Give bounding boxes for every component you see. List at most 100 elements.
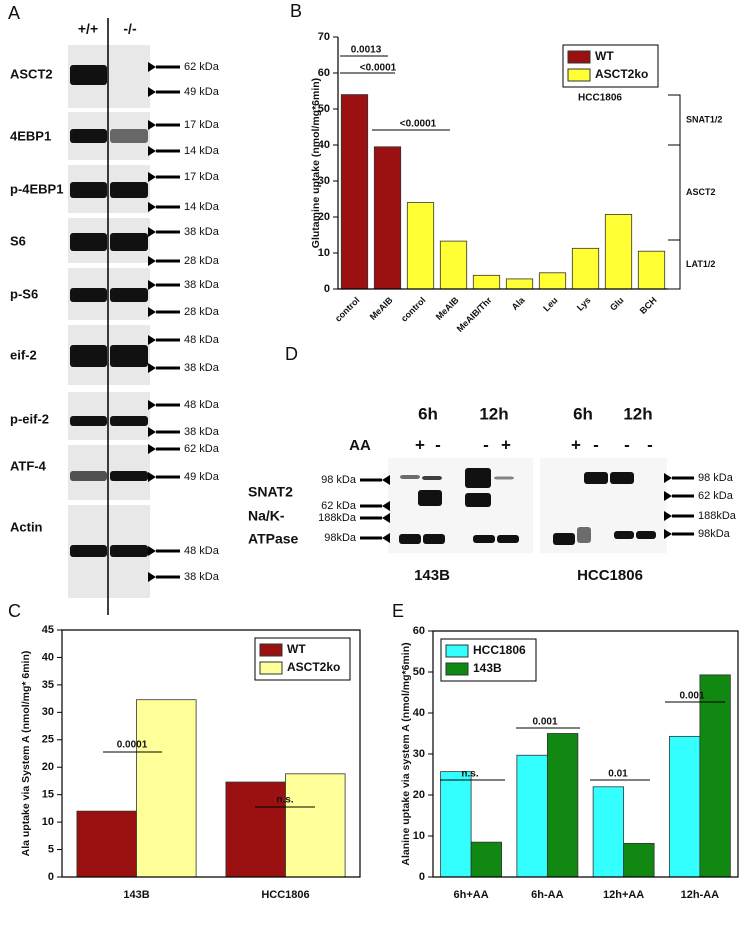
- bar: [668, 735, 701, 878]
- marker-label: 98kDa: [698, 528, 731, 540]
- arrow-head: [382, 533, 390, 543]
- aa-sign: -: [624, 435, 630, 454]
- y-tick-label: 0: [48, 871, 54, 883]
- marker-label: 14 kDa: [184, 201, 220, 213]
- bar: [592, 786, 625, 878]
- bar: [571, 247, 600, 290]
- arrow-head: [148, 335, 156, 345]
- arrow-head: [664, 511, 672, 521]
- bar: [440, 771, 472, 878]
- aa-sign: -: [647, 435, 653, 454]
- marker-label: 38 kDa: [184, 426, 220, 438]
- band: [110, 182, 148, 198]
- band: [110, 233, 148, 251]
- band: [577, 527, 591, 543]
- legend-label: HCC1806: [473, 643, 526, 657]
- marker-label: 98kDa: [324, 532, 357, 544]
- arrow-head: [148, 227, 156, 237]
- arrow-head: [664, 473, 672, 483]
- row-label: ASCT2: [10, 66, 53, 81]
- y-tick-label: 15: [42, 789, 54, 801]
- band: [422, 476, 442, 480]
- x-tick-label: Glu: [608, 295, 626, 313]
- y-axis-label: Ala uptake via System A (nmol/mg* 6min): [20, 651, 32, 857]
- arrow-head: [382, 513, 390, 523]
- annotation: 0.01: [608, 769, 628, 780]
- panel-letter: E: [392, 601, 404, 621]
- marker-label: 188kDa: [318, 512, 357, 524]
- band: [610, 472, 634, 484]
- y-tick-label: 45: [42, 624, 54, 636]
- axes: [337, 37, 668, 290]
- x-tick-label: MeAIB/Thr: [455, 295, 494, 334]
- y-tick-label: 10: [413, 830, 425, 842]
- y-tick-label: 60: [318, 67, 330, 79]
- annotation: n.s.: [276, 795, 293, 806]
- marker-label: 188kDa: [698, 510, 737, 522]
- side-bracket: [668, 144, 681, 241]
- row-label: Na/K-: [248, 508, 285, 524]
- legend-label: ASCT2ko: [287, 660, 340, 674]
- panel-letter: D: [285, 344, 298, 364]
- x-tick-label: control: [333, 295, 362, 324]
- marker-label: 48 kDa: [184, 399, 220, 411]
- legend-swatch: [445, 662, 469, 676]
- band: [110, 288, 148, 302]
- x-tick-label: Leu: [541, 295, 559, 313]
- marker-label: 98 kDa: [698, 472, 734, 484]
- y-tick-label: 20: [318, 211, 330, 223]
- y-tick-label: 30: [42, 706, 54, 718]
- time-label: 12h: [479, 404, 508, 423]
- arrow-head: [148, 87, 156, 97]
- x-tick-label: 12h-AA: [681, 889, 720, 901]
- marker-label: 14 kDa: [184, 145, 220, 157]
- band: [110, 471, 148, 481]
- aa-sign: +: [501, 435, 511, 454]
- marker-label: 49 kDa: [184, 471, 220, 483]
- band: [473, 535, 495, 543]
- marker-label: 38 kDa: [184, 279, 220, 291]
- marker-label: 38 kDa: [184, 362, 220, 374]
- band: [70, 345, 107, 367]
- band: [465, 468, 491, 488]
- arrow-head: [382, 475, 390, 485]
- row-label: SNAT2: [248, 484, 293, 500]
- band: [400, 475, 420, 479]
- band: [70, 288, 107, 302]
- marker-label: 17 kDa: [184, 171, 220, 183]
- y-tick-label: 35: [42, 679, 54, 691]
- band: [70, 182, 107, 198]
- annotation: <0.0001: [360, 63, 397, 74]
- band: [70, 471, 107, 481]
- axes: [432, 630, 739, 878]
- arrow-head: [148, 472, 156, 482]
- y-tick-label: 60: [413, 625, 425, 637]
- band: [636, 531, 656, 539]
- band: [70, 545, 107, 557]
- arrow-head: [148, 120, 156, 130]
- row-label: p-eif-2: [10, 411, 49, 426]
- arrow-head: [148, 146, 156, 156]
- annotation: n.s.: [461, 769, 478, 780]
- side-bracket: [668, 239, 681, 290]
- y-axis-label: Glutamine uptake (nmol/mg*6min): [310, 78, 322, 248]
- band: [399, 534, 421, 544]
- bar: [538, 272, 567, 290]
- x-tick-label: 6h-AA: [531, 889, 563, 901]
- band: [423, 534, 445, 544]
- band: [497, 535, 519, 543]
- bar: [637, 250, 666, 290]
- bar: [699, 674, 731, 878]
- bar: [76, 810, 137, 878]
- band: [70, 416, 107, 426]
- y-tick-label: 10: [42, 816, 54, 828]
- panel-letter: B: [290, 1, 302, 21]
- cell-line: HCC1806: [577, 567, 643, 584]
- y-tick-label: 5: [48, 843, 54, 855]
- band: [418, 490, 442, 506]
- band: [110, 129, 148, 143]
- marker-label: 28 kDa: [184, 306, 220, 318]
- arrow-head: [148, 307, 156, 317]
- legend-swatch: [445, 644, 469, 658]
